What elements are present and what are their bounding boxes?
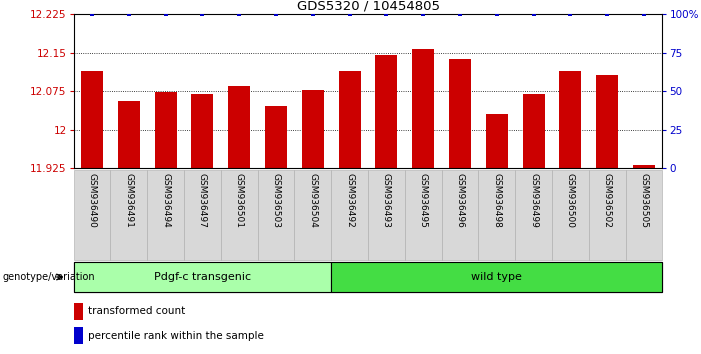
Text: GSM936503: GSM936503 [271,173,280,228]
Bar [486,114,508,168]
Bar [191,94,213,168]
Bar [449,59,471,168]
Bar [331,170,368,260]
Bar [478,170,515,260]
Title: GDS5320 / 10454805: GDS5320 / 10454805 [297,0,440,13]
Bar [625,170,662,260]
Text: GSM936502: GSM936502 [603,173,612,228]
Bar [154,92,177,168]
Bar [589,170,625,260]
Bar [515,170,552,260]
Bar [596,75,618,168]
Bar [552,170,589,260]
Text: Pdgf-c transgenic: Pdgf-c transgenic [154,272,251,282]
Text: GSM936500: GSM936500 [566,173,575,228]
Bar [184,170,221,260]
Bar [442,170,478,260]
Bar [221,170,257,260]
Text: wild type: wild type [471,272,522,282]
Text: GSM936495: GSM936495 [418,173,428,228]
Text: GSM936497: GSM936497 [198,173,207,228]
Bar [74,262,331,292]
Bar [265,105,287,168]
Bar [257,170,294,260]
Text: genotype/variation: genotype/variation [2,272,95,282]
Text: GSM936494: GSM936494 [161,173,170,227]
Bar [633,165,655,168]
Bar [74,327,83,344]
Bar [228,86,250,168]
Text: GSM936499: GSM936499 [529,173,538,228]
Bar [339,70,360,168]
Text: GSM936492: GSM936492 [345,173,354,227]
Text: GSM936498: GSM936498 [492,173,501,228]
Bar [111,170,147,260]
Bar [331,262,662,292]
Bar [522,94,545,168]
Bar [412,48,434,168]
Bar [405,170,442,260]
Text: GSM936491: GSM936491 [124,173,133,228]
Text: GSM936490: GSM936490 [88,173,97,228]
Text: GSM936496: GSM936496 [456,173,465,228]
Bar [559,70,581,168]
Text: GSM936493: GSM936493 [382,173,391,228]
Bar [118,101,139,168]
Bar [74,303,83,320]
Text: GSM936505: GSM936505 [639,173,648,228]
Bar [376,55,397,168]
Bar [74,170,110,260]
Bar [368,170,405,260]
Bar [301,90,324,168]
Bar [81,70,103,168]
Text: GSM936504: GSM936504 [308,173,318,228]
Text: percentile rank within the sample: percentile rank within the sample [88,331,264,341]
Bar [294,170,331,260]
Text: transformed count: transformed count [88,306,186,316]
Text: GSM936501: GSM936501 [235,173,244,228]
Bar [147,170,184,260]
